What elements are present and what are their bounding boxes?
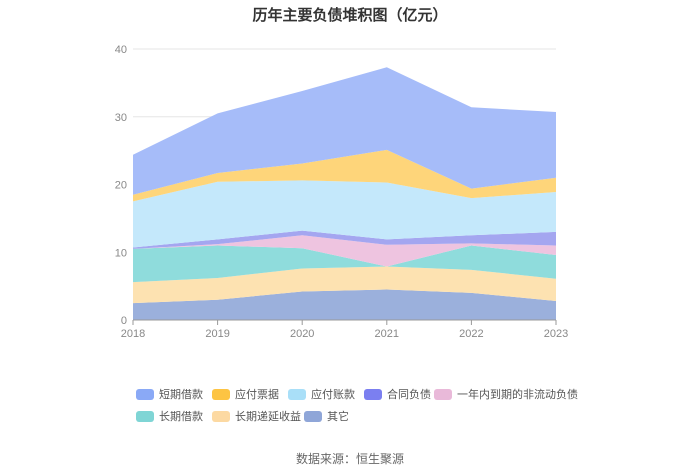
area-series-6: [133, 149, 556, 202]
area-series-1: [133, 266, 556, 304]
legend-item[interactable]: 其它: [304, 408, 349, 424]
axes: 0 10 20 30 40 2018 2019 2020 2021 2022 2023: [115, 44, 568, 340]
legend-swatch: [288, 388, 306, 400]
y-tick-label: 30: [115, 112, 127, 124]
legend-label: 其它: [327, 411, 349, 423]
area-series-3: [133, 235, 556, 267]
legend-label: 合同负债: [387, 389, 431, 401]
legend-item[interactable]: 长期借款: [136, 408, 203, 424]
legend-item[interactable]: 长期递延收益: [212, 408, 301, 424]
legend-swatch: [434, 388, 452, 400]
area-series-5: [133, 180, 556, 248]
legend-item[interactable]: 合同负债: [364, 386, 431, 402]
legend-item[interactable]: 一年内到期的非流动负债: [434, 386, 578, 402]
x-tick-label: 2023: [544, 328, 568, 340]
area-series: [133, 67, 556, 320]
y-tick-label: 40: [115, 44, 127, 56]
legend-item[interactable]: 短期借款: [136, 386, 203, 402]
legend-label: 应付票据: [235, 389, 279, 401]
x-tick-label: 2021: [375, 328, 399, 340]
legend-label: 一年内到期的非流动负债: [457, 389, 578, 401]
legend-swatch: [136, 410, 154, 422]
area-series-4: [133, 230, 556, 249]
area-series-0: [133, 289, 556, 320]
legend-swatch: [304, 410, 322, 422]
y-tick-label: 10: [115, 247, 127, 259]
x-tick-label: 2018: [121, 328, 145, 340]
data-source-note: 数据来源：恒生聚源: [295, 452, 404, 466]
legend-swatch: [364, 388, 382, 400]
x-tick-label: 2019: [205, 328, 229, 340]
area-series-7: [133, 67, 556, 195]
chart-title: 历年主要负债堆积图（亿元）: [252, 7, 448, 24]
x-tick-label: 2020: [290, 328, 314, 340]
area-series-2: [133, 245, 556, 283]
legend-item[interactable]: 应付票据: [212, 386, 279, 402]
legend-item[interactable]: 应付账款: [288, 386, 355, 402]
legend-label: 短期借款: [159, 389, 203, 401]
x-tick-label: 2022: [459, 328, 483, 340]
y-tick-label: 0: [121, 315, 127, 327]
legend-swatch: [212, 410, 230, 422]
legend-swatch: [212, 388, 230, 400]
y-tick-label: 20: [115, 180, 127, 192]
legend-swatch: [136, 388, 154, 400]
legend-label: 长期借款: [159, 411, 203, 423]
legend-label: 应付账款: [311, 389, 355, 401]
legend-label: 长期递延收益: [235, 411, 301, 423]
